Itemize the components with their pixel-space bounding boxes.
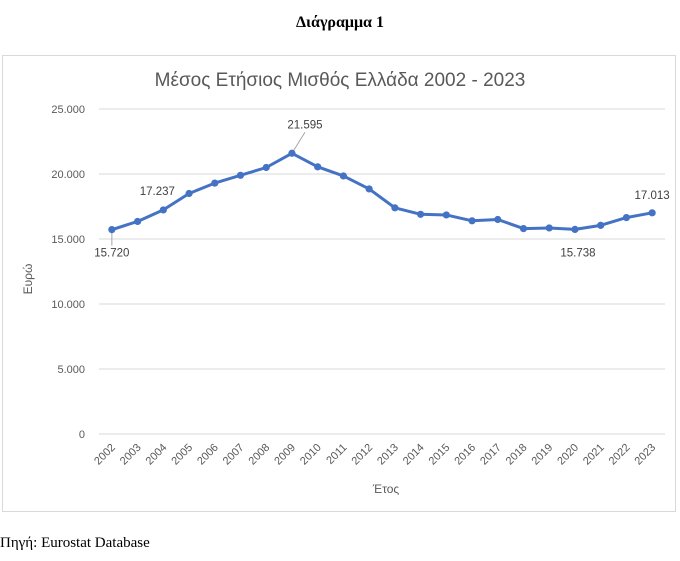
y-tick-label: 15.000 xyxy=(51,234,85,246)
data-label: 15.720 xyxy=(94,248,129,260)
data-point xyxy=(648,209,656,217)
x-tick-label: 2012 xyxy=(349,442,375,468)
y-axis-ticks: 0 5.000 10.000 15.000 20.000 25.000 xyxy=(51,104,85,441)
data-point xyxy=(185,189,193,198)
x-tick-label: 2020 xyxy=(555,442,581,468)
y-tick-label: 20.000 xyxy=(51,169,85,181)
y-tick-label: 0 xyxy=(79,429,85,441)
x-tick-label: 2011 xyxy=(324,442,349,467)
x-tick-label: 2013 xyxy=(375,442,401,468)
data-point xyxy=(133,217,142,226)
x-tick-label: 2014 xyxy=(401,442,427,468)
series-line xyxy=(111,151,653,232)
data-point xyxy=(288,149,296,157)
data-point xyxy=(416,210,425,218)
series-group xyxy=(108,149,656,234)
data-point xyxy=(519,225,528,233)
data-point xyxy=(236,171,245,179)
data-point xyxy=(494,215,502,224)
data-labels: 15.720 17.237 21.595 15.738 17.013 xyxy=(94,119,669,259)
data-point xyxy=(622,213,631,222)
x-axis-title: Έτος xyxy=(372,482,400,496)
x-tick-label: 2006 xyxy=(195,442,221,468)
data-point xyxy=(468,217,476,225)
x-tick-label: 2009 xyxy=(272,442,298,468)
x-tick-label: 2010 xyxy=(298,442,324,468)
data-label: 17.013 xyxy=(635,190,670,202)
chart-frame: Μέσος Ετήσιος Μισθός Ελλάδα 2002 - 2023 … xyxy=(2,55,676,512)
x-tick-label: 2002 xyxy=(92,442,118,468)
data-point xyxy=(314,163,322,171)
data-point xyxy=(442,211,450,219)
x-tick-label: 2003 xyxy=(118,442,144,468)
gridlines xyxy=(99,108,665,435)
data-point xyxy=(108,226,116,234)
y-axis-title: Ευρώ xyxy=(21,264,35,295)
line-chart: Μέσος Ετήσιος Μισθός Ελλάδα 2002 - 2023 … xyxy=(21,70,670,496)
figure-heading: Διάγραμμα 1 xyxy=(296,14,384,31)
x-tick-label: 2008 xyxy=(247,442,273,468)
data-point xyxy=(391,204,399,212)
data-point xyxy=(159,206,167,214)
chart-title: Μέσος Ετήσιος Μισθός Ελλάδα 2002 - 2023 xyxy=(155,70,526,91)
x-tick-label: 2022 xyxy=(607,442,633,468)
x-tick-label: 2021 xyxy=(581,442,607,468)
x-tick-label: 2016 xyxy=(452,442,478,468)
data-point xyxy=(339,172,348,180)
x-tick-label: 2004 xyxy=(144,442,170,468)
x-tick-label: 2007 xyxy=(221,442,247,468)
x-axis-ticks: 2002 2003 2004 2005 2006 2007 2008 2009 2010 2011… xyxy=(92,442,658,468)
y-tick-label: 25.000 xyxy=(51,104,85,116)
y-tick-label: 10.000 xyxy=(51,299,85,311)
data-point xyxy=(597,221,605,229)
data-point xyxy=(262,163,270,172)
data-label: 17.237 xyxy=(140,186,175,198)
data-point xyxy=(365,185,373,193)
x-tick-label: 2019 xyxy=(530,442,556,468)
y-tick-label: 5.000 xyxy=(57,364,85,376)
data-point xyxy=(571,225,579,234)
source-note: Πηγή: Eurostat Database xyxy=(0,535,150,551)
data-point xyxy=(211,179,219,187)
x-tick-label: 2017 xyxy=(478,442,504,468)
data-label: 15.738 xyxy=(560,247,595,259)
label-leader xyxy=(291,132,306,154)
x-tick-label: 2005 xyxy=(169,442,195,468)
x-tick-label: 2018 xyxy=(504,442,530,468)
x-tick-label: 2023 xyxy=(632,442,658,468)
data-point xyxy=(545,224,553,232)
x-tick-label: 2015 xyxy=(427,442,453,468)
data-label: 21.595 xyxy=(287,119,322,131)
